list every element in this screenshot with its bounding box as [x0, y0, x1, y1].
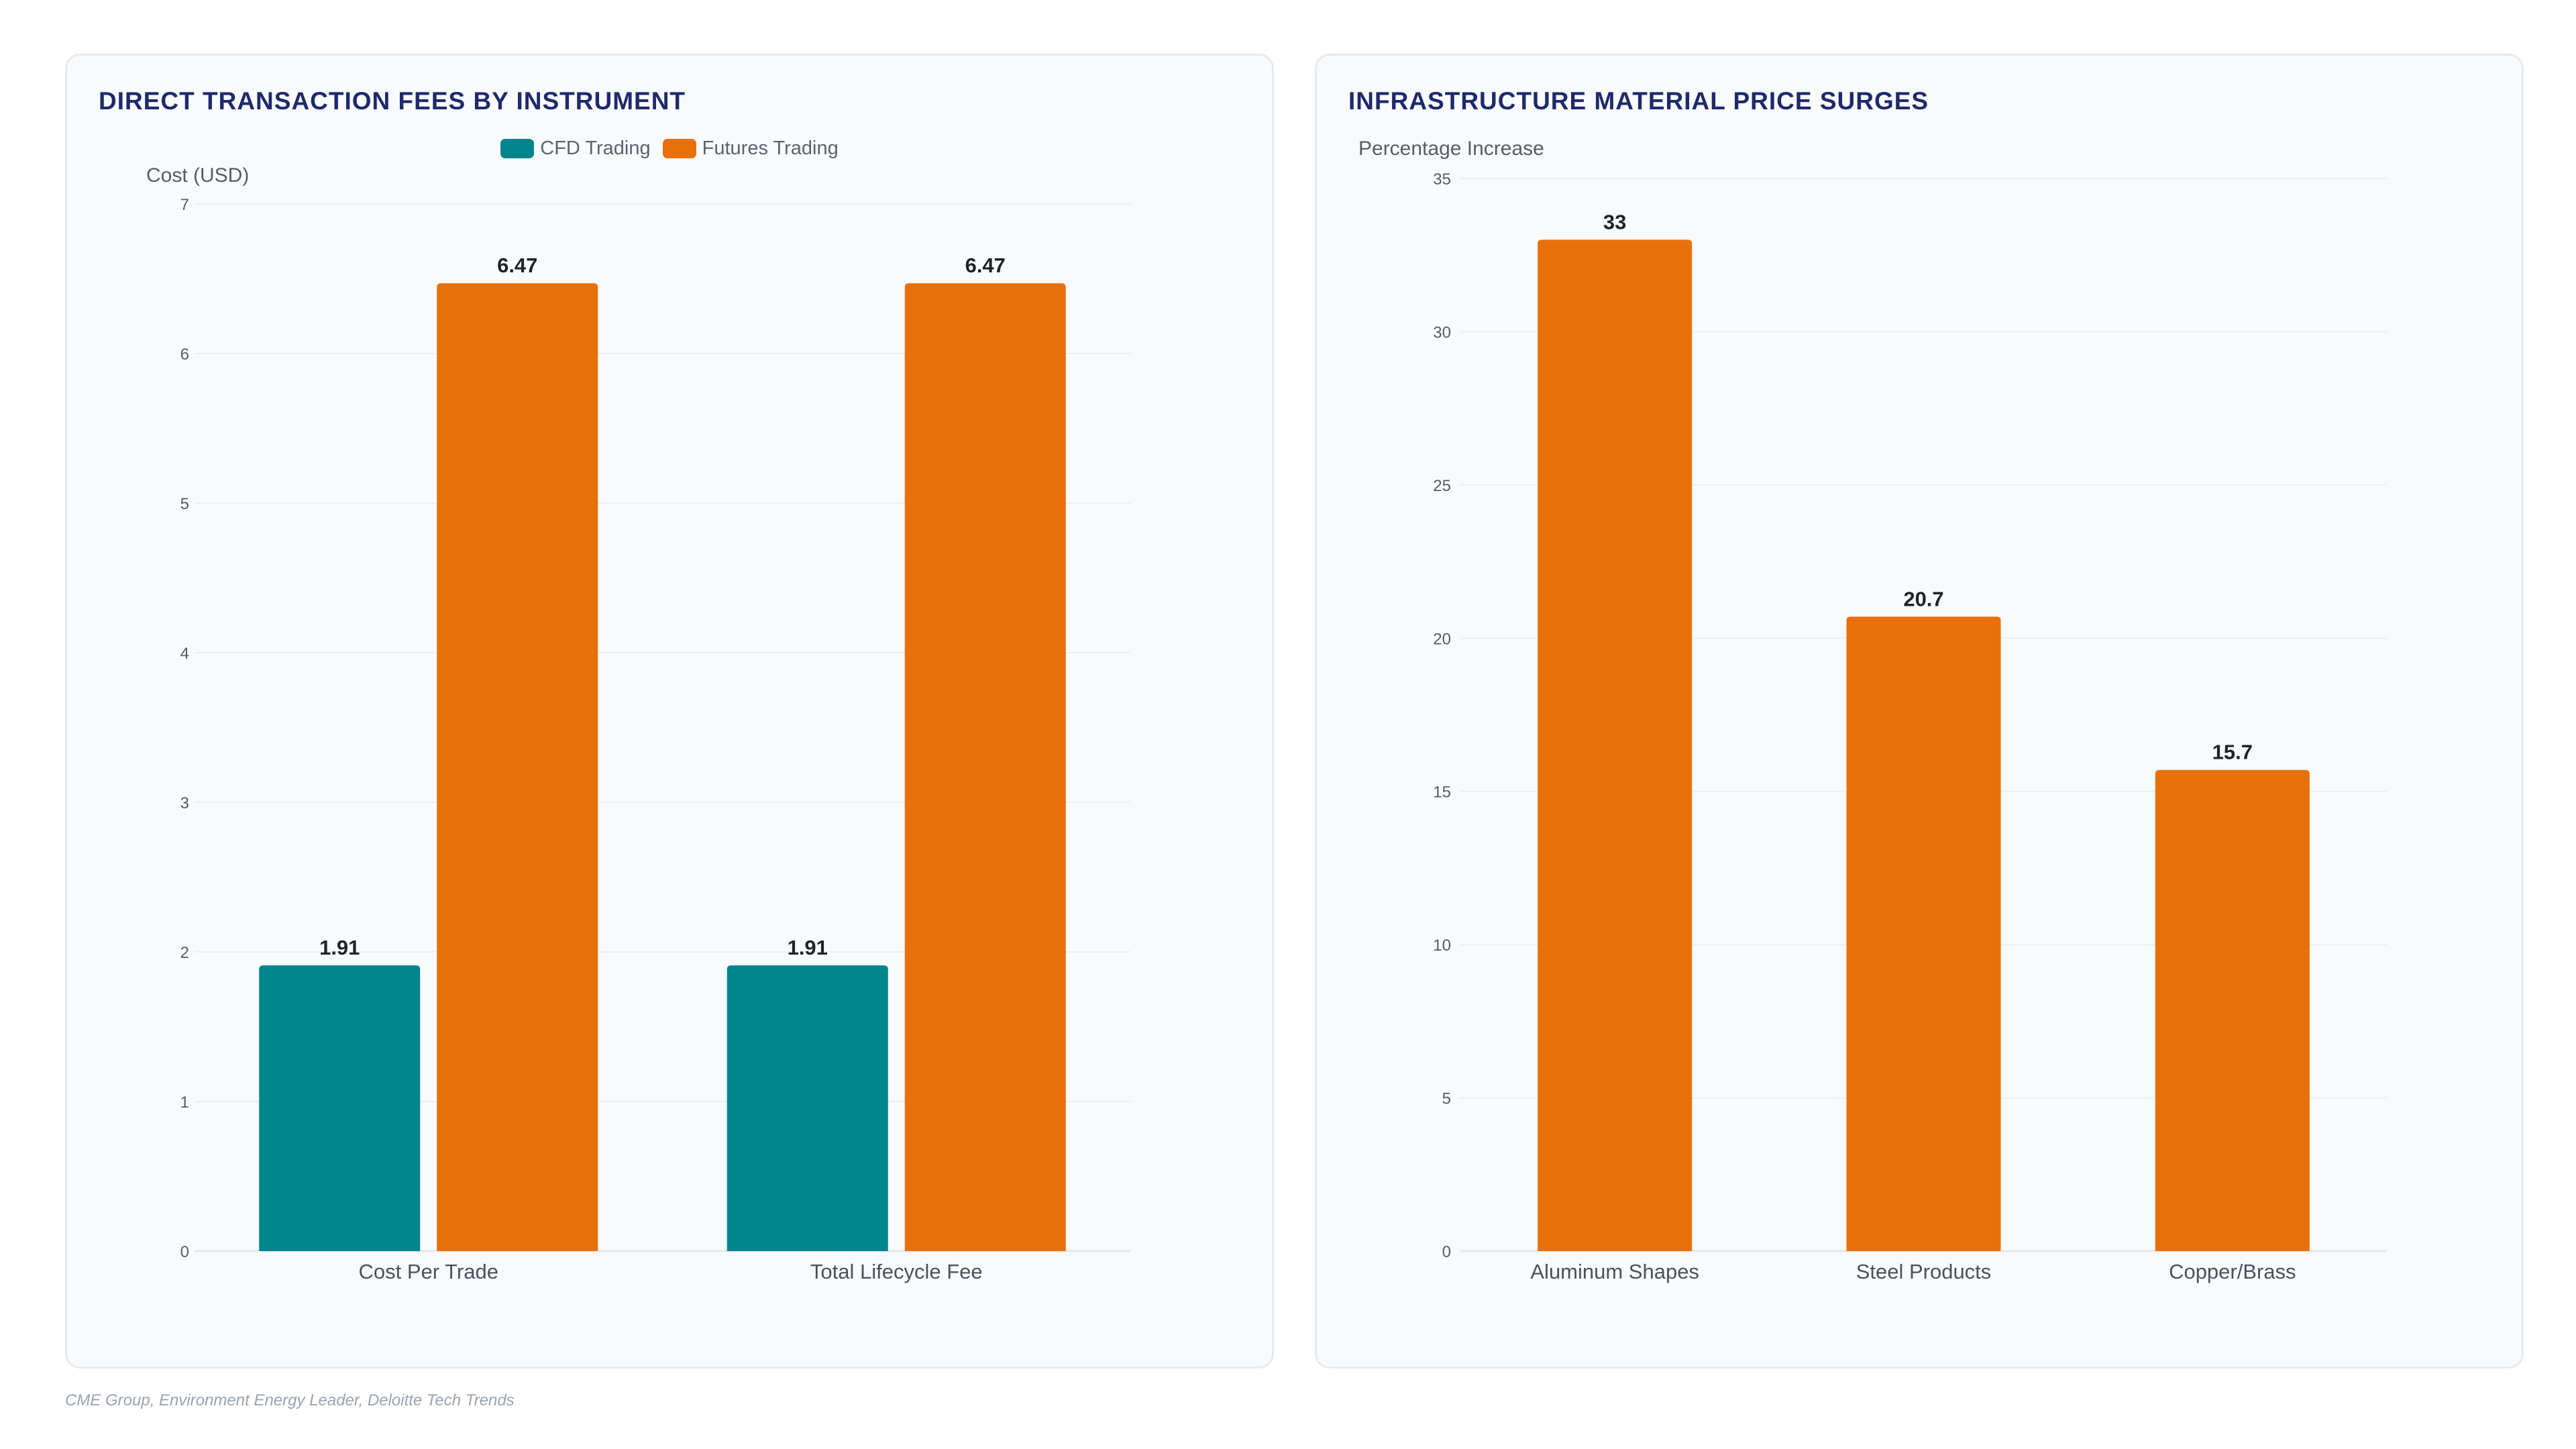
bar: [1846, 616, 2001, 1251]
legend-label-cfd: CFD Trading: [540, 138, 651, 159]
y-tick-label: 1: [180, 1093, 189, 1112]
y-tick-label: 20: [1433, 630, 1451, 648]
legend-label-futures: Futures Trading: [702, 138, 839, 159]
y-tick-label: 15: [1433, 784, 1451, 802]
y-tick-label: 5: [1442, 1090, 1451, 1108]
data-label: 20.7: [1903, 587, 1943, 610]
y-tick-label: 7: [180, 196, 189, 214]
y-tick-label: 6: [180, 345, 189, 364]
y-axis-title: Cost (USD): [146, 164, 249, 186]
x-tick-label: Total Lifecycle Fee: [810, 1260, 983, 1283]
x-tick-label: Steel Products: [1856, 1260, 1992, 1283]
fees-chart-card: DIRECT TRANSACTION FEES BY INSTRUMENT CF…: [65, 54, 1274, 1368]
y-tick-label: 4: [180, 645, 189, 663]
materials-chart-title: INFRASTRUCTURE MATERIAL PRICE SURGES: [1348, 87, 1929, 115]
bar: [1538, 239, 1693, 1251]
bar: [259, 965, 421, 1251]
y-tick-label: 5: [180, 495, 189, 513]
data-label: 6.47: [965, 254, 1006, 277]
legend-item-futures[interactable]: Futures Trading: [662, 138, 839, 160]
y-tick-label: 2: [180, 944, 189, 962]
source-note: CME Group, Environment Energy Leader, De…: [65, 1391, 515, 1409]
y-tick-label: 0: [180, 1243, 189, 1261]
data-label: 6.47: [497, 254, 537, 277]
y-tick-label: 3: [180, 794, 189, 812]
y-tick-label: 25: [1433, 477, 1451, 495]
bar: [437, 283, 598, 1252]
data-label: 33: [1603, 210, 1626, 233]
data-label: 1.91: [788, 936, 828, 959]
bar: [904, 283, 1066, 1252]
y-tick-label: 0: [1442, 1243, 1451, 1261]
legend-item-cfd[interactable]: CFD Trading: [500, 138, 651, 160]
y-tick-label: 30: [1433, 323, 1451, 341]
y-tick-label: 35: [1433, 170, 1451, 189]
bar: [2155, 769, 2310, 1251]
x-tick-label: Copper/Brass: [2169, 1260, 2296, 1283]
materials-chart-card: INFRASTRUCTURE MATERIAL PRICE SURGES Per…: [1315, 54, 2524, 1368]
data-label: 1.91: [319, 936, 360, 959]
legend-swatch-futures: [662, 139, 696, 158]
fees-chart-plot: Cost (USD) 0 1 2 3 4 5 6 7 1.91 6.47 Cost Per Trade…: [146, 164, 1130, 1283]
bar: [727, 965, 888, 1251]
fees-chart-legend: CFD Trading Futures Trading: [67, 138, 1272, 160]
x-tick-label: Cost Per Trade: [359, 1260, 498, 1283]
legend-swatch-cfd: [500, 139, 535, 158]
data-label: 15.7: [2212, 741, 2253, 764]
y-tick-label: 10: [1433, 936, 1451, 955]
materials-chart-plot: Percentage Increase 0 5 10 15 20 25 30 35 33 Alumi…: [1358, 138, 2387, 1283]
y-axis-title: Percentage Increase: [1358, 138, 1544, 160]
fees-chart-title: DIRECT TRANSACTION FEES BY INSTRUMENT: [99, 87, 686, 115]
x-tick-label: Aluminum Shapes: [1530, 1260, 1699, 1283]
